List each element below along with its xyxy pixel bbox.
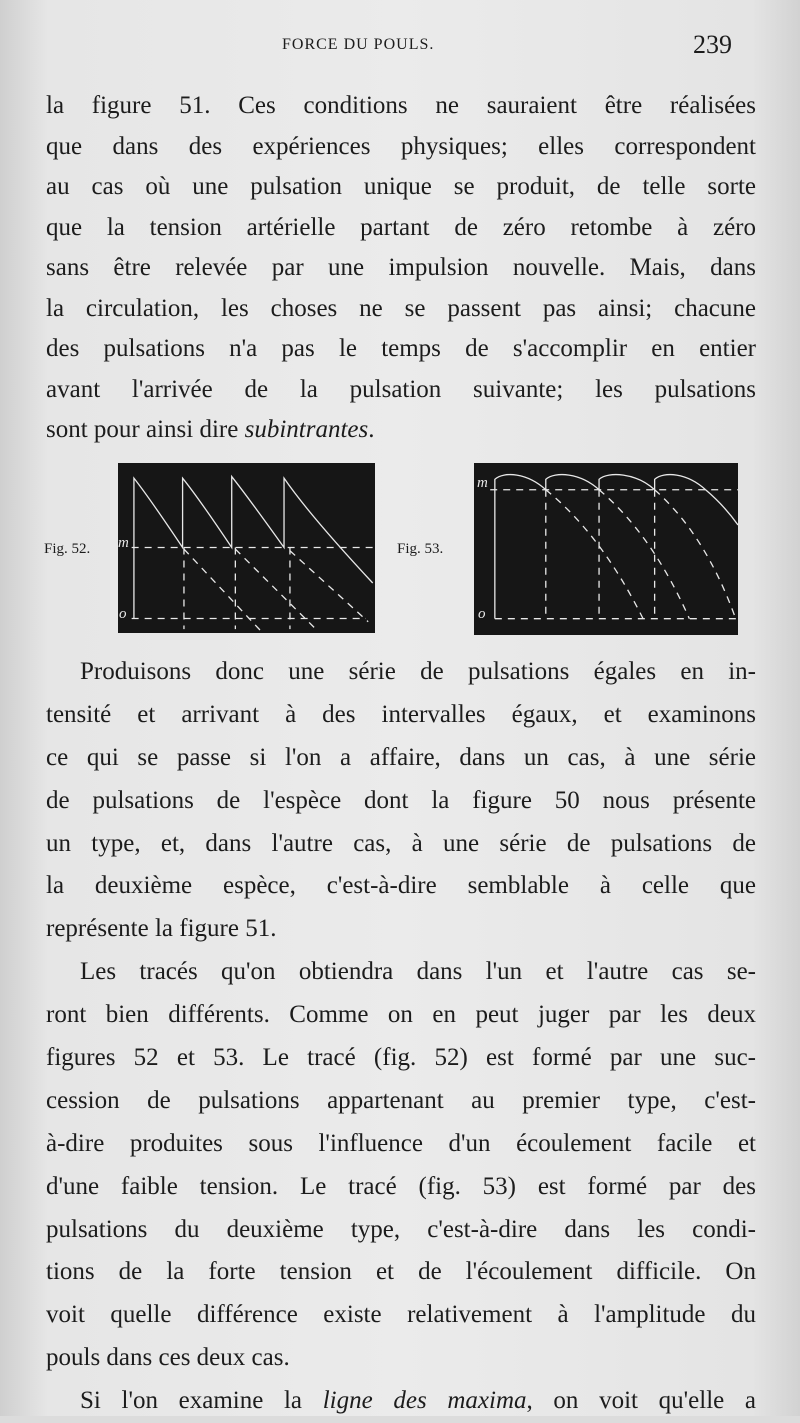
text-line: à-dire produites sous l'influence d'un é… [46, 1129, 756, 1157]
text-line: Les tracés qu'on obtiendra dans l'un et … [80, 958, 756, 986]
text-line: des pulsations n'a pas le temps de s'acc… [46, 335, 756, 362]
pulse-trace [495, 475, 738, 619]
text-line: pouls dans ces deux cas. [46, 1344, 290, 1372]
figure-53-tracing [474, 463, 738, 635]
text-run: . [368, 416, 375, 443]
running-title: FORCE DU POULS. [282, 36, 435, 53]
text-line: sont pour ainsi dire subintrantes. [46, 410, 756, 451]
italic-term: ligne des maxima [322, 1387, 527, 1415]
text-line: ront bien différents. Comme on en peut j… [46, 1001, 756, 1029]
text-line: la circulation, les choses ne se passent… [46, 294, 756, 322]
paragraph-body: Produisons donc une série de pulsations … [46, 651, 756, 1423]
paragraph-top: la figure 51. Ces conditions ne sauraien… [46, 86, 756, 451]
m-label: m [118, 535, 129, 551]
text-line: que dans des expériences physiques; elle… [46, 132, 756, 160]
vertical-guide [184, 548, 290, 630]
text-line: que la tension artérielle partant de zér… [46, 213, 756, 241]
decay-extension [546, 490, 736, 619]
figure-53: m o [474, 463, 738, 635]
text-line: tions de la forte tension et de l'écoule… [46, 1258, 756, 1286]
vertical-guide [546, 490, 655, 619]
text-run: , on voit qu'elle a [526, 1387, 757, 1415]
figure-52: m o [118, 463, 375, 633]
figure-52-label: Fig. 52. [44, 541, 91, 557]
text-line: la figure 51. Ces conditions ne sauraien… [46, 92, 756, 119]
text-run: sont pour ainsi dire [46, 416, 245, 443]
text-line: cession de pulsations appartenant au pre… [46, 1086, 756, 1114]
text-line: sans être relevée par une impulsion nouv… [46, 254, 756, 281]
text-line: Si l'on examine la ligne des maxima, on … [46, 1380, 756, 1423]
text-line: tensité et arrivant à des intervalles ég… [46, 700, 756, 728]
text-line: pulsations du deuxième type, c'est-à-dir… [46, 1215, 756, 1243]
page-number: 239 [693, 30, 732, 59]
text-line: ce qui se passe si l'on a affaire, dans … [46, 743, 756, 771]
text-line: représente la figure 51. [46, 915, 277, 943]
text-line: un type, et, dans l'autre cas, à une sér… [46, 829, 756, 857]
text-line: la deuxième espèce, c'est-à-dire semblab… [46, 872, 756, 900]
decay-extension [184, 549, 368, 631]
text-run: Si l'on examine la [80, 1387, 323, 1415]
o-label: o [119, 606, 127, 622]
m-label: m [477, 475, 488, 491]
text-line: avant l'arrivée de la pulsation suivante… [46, 375, 756, 403]
o-label: o [478, 606, 486, 622]
figure-53-label: Fig. 53. [397, 541, 444, 557]
figure-52-tracing [118, 463, 375, 633]
text-line: de pulsations de l'espèce dont la figure… [46, 786, 756, 814]
italic-term: subintrantes [244, 416, 369, 443]
text-line: au cas où une pulsation unique se produi… [46, 173, 756, 200]
text-line: Produisons donc une série de pulsations … [80, 658, 756, 685]
text-line: voit quelle différence existe relativeme… [46, 1301, 756, 1329]
text-line: figures 52 et 53. Le tracé (fig. 52) est… [46, 1044, 756, 1072]
text-line: d'une faible tension. Le tracé (fig. 53)… [46, 1172, 756, 1200]
pulse-trace [134, 477, 373, 619]
